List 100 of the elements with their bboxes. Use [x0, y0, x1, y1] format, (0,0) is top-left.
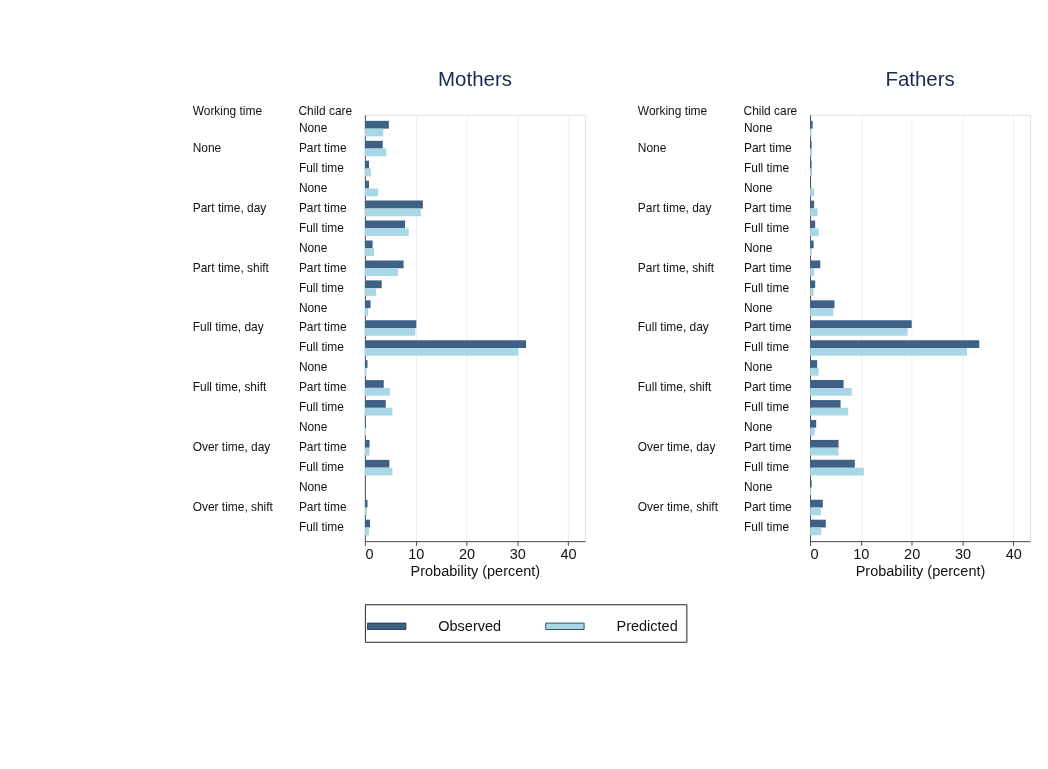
bar: [364, 280, 382, 289]
x-axis-title: Probability (percent): [410, 562, 541, 579]
bar: [810, 188, 815, 197]
text: None: [637, 140, 667, 155]
y-tick-label: None: [744, 300, 773, 315]
bar: [810, 260, 821, 269]
bar: [364, 288, 377, 296]
bar: [364, 120, 389, 129]
y-tick-label: Full time: [744, 460, 790, 475]
text: Over time, shift: [637, 499, 719, 514]
bar: [364, 188, 379, 197]
y-tick-label: Part time: [298, 200, 347, 215]
bar: [364, 347, 519, 356]
y-tick-label: None: [744, 240, 773, 255]
y-tick-label: None: [744, 420, 773, 435]
bar: [364, 248, 375, 257]
bar: [364, 439, 370, 448]
bar: [810, 240, 814, 249]
bar: [364, 360, 368, 368]
bar: [364, 300, 371, 309]
bar: [810, 507, 821, 516]
bar: [810, 439, 839, 448]
x-tick-label: 20: [458, 545, 476, 562]
y-tick-label: Full time: [298, 160, 345, 175]
text: Part time, day: [637, 200, 712, 215]
bar: [810, 340, 980, 348]
bar: [810, 400, 841, 408]
y-tick-label: Full time: [744, 519, 790, 534]
bar: [364, 140, 383, 149]
y-tick-label: Part time: [744, 320, 793, 335]
y-tick-label: Part time: [744, 200, 793, 215]
y-tick-label: Full time: [298, 519, 345, 534]
y-tick-label: None: [744, 180, 773, 195]
y-tick-label: None: [744, 480, 773, 494]
bar: [810, 320, 912, 329]
bar: [810, 347, 968, 356]
y-tick-label: Full time: [744, 400, 790, 415]
y-tick-label: Full time: [298, 220, 345, 235]
bar: [810, 288, 814, 296]
bar: [364, 459, 390, 468]
x-axis-title: Probability (percent): [855, 562, 986, 579]
y-tick-label: Part time: [744, 440, 793, 455]
bar: [810, 367, 819, 376]
bar: [364, 220, 406, 229]
bar: [364, 447, 370, 456]
text: Working time: [192, 103, 263, 118]
bar: [364, 160, 370, 169]
text: Full time, day: [637, 320, 709, 335]
y-tick-label: Full time: [298, 280, 345, 295]
x-tick-label: 0: [365, 545, 374, 562]
y-tick-label: Part time: [744, 499, 793, 514]
y-tick-label: None: [298, 240, 328, 255]
bar: [364, 499, 368, 508]
text: Working time: [637, 103, 708, 118]
bar: [810, 467, 864, 476]
y-tick-label: Part time: [298, 320, 347, 335]
y-tick-label: None: [298, 420, 328, 435]
bar: [810, 427, 815, 436]
bar: [810, 360, 818, 368]
text: Over time, day: [637, 440, 716, 455]
bar: [810, 499, 823, 508]
y-tick-label: Part time: [744, 140, 793, 155]
y-tick-label: None: [744, 121, 773, 136]
chart-title: Fathers: [885, 66, 955, 90]
y-tick-label: Part time: [298, 440, 347, 455]
text: Child care: [743, 103, 798, 118]
bar: [810, 308, 834, 316]
bar: [364, 340, 527, 348]
text: Full time, shift: [637, 380, 713, 395]
text: Part time, shift: [637, 260, 715, 275]
y-tick-label: Full time: [744, 280, 790, 295]
y-tick-label: Part time: [744, 260, 793, 275]
text: None: [192, 140, 222, 155]
bar: [810, 459, 855, 468]
y-tick-label: Full time: [298, 400, 345, 415]
y-tick-label: Part time: [298, 260, 347, 275]
legend-label: Predicted: [616, 617, 678, 634]
bar: [364, 527, 370, 536]
bar: [810, 447, 839, 456]
bar: [810, 300, 835, 309]
bar: [364, 208, 421, 217]
bar: [364, 380, 384, 388]
text: Child care: [298, 103, 353, 118]
bar: [364, 328, 416, 336]
bar: [364, 268, 398, 276]
bar: [364, 200, 423, 209]
legend-label: Observed: [438, 617, 502, 634]
y-tick-label: Part time: [298, 499, 347, 514]
x-tick-label: 40: [560, 545, 577, 562]
x-tick-label: 10: [853, 545, 870, 562]
bar: [810, 280, 816, 289]
text: Part time, day: [192, 200, 267, 215]
bar: [810, 380, 844, 388]
text: Full time, day: [192, 320, 264, 335]
y-tick-label: None: [298, 180, 328, 195]
bar: [364, 320, 417, 329]
x-tick-label: 10: [408, 545, 425, 562]
y-tick-label: None: [298, 300, 328, 315]
y-tick-label: None: [744, 360, 773, 375]
y-tick-label: Part time: [298, 380, 347, 395]
